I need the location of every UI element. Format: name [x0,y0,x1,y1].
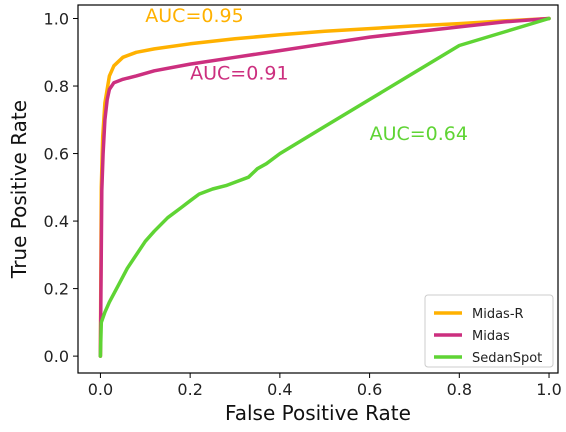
y-axis-ticks: 0.0 0.2 0.4 0.6 0.8 1.0 [44,10,78,366]
x-tick-label: 0.6 [357,380,382,399]
series-lines [98,16,551,358]
y-tick-label: 0.4 [44,212,69,231]
auc-label-midas: AUC=0.91 [190,62,288,84]
y-tick-label: 1.0 [44,10,69,29]
auc-labels: AUC=0.95 AUC=0.91 AUC=0.64 [145,5,468,145]
x-tick-label: 0.0 [88,380,113,399]
legend: Midas-R Midas SedanSpot [424,294,554,368]
auc-label-midas-r: AUC=0.95 [145,5,243,27]
y-tick-label: 0.6 [44,145,69,164]
x-axis-ticks: 0.0 0.2 0.4 0.6 0.8 1.0 [88,373,562,399]
y-tick-label: 0.8 [44,77,69,96]
auc-label-sedanspot: AUC=0.64 [370,123,468,145]
y-tick-label: 0.0 [44,347,69,366]
x-tick-label: 0.2 [177,380,202,399]
y-tick-label: 0.2 [44,280,69,299]
x-tick-label: 0.4 [267,380,292,399]
series-line-sedanspot [98,16,551,358]
legend-label-sedanspot: SedanSpot [472,351,542,366]
x-tick-label: 1.0 [536,380,561,399]
x-axis-label: False Positive Rate [225,401,411,425]
x-tick-label: 0.8 [447,380,472,399]
legend-label-midas: Midas [472,329,510,344]
y-axis-label: True Positive Rate [7,100,31,279]
series-line-midas [98,16,551,358]
legend-label-midas-r: Midas-R [472,307,524,322]
